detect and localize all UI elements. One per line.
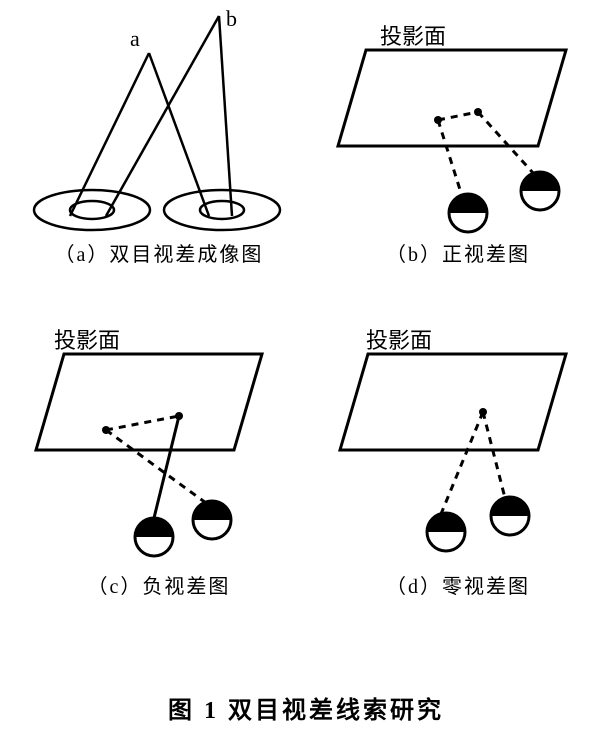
panel-b-caption: （b）正视差图	[318, 238, 598, 267]
svg-text:投影面: 投影面	[54, 328, 120, 353]
panel-c-svg: 投影面	[14, 322, 304, 570]
panel-a: ab （a）双目视差成像图	[14, 8, 304, 267]
svg-text:b: b	[226, 8, 237, 31]
panel-d-svg: 投影面	[318, 322, 598, 570]
panel-c: 投影面 （c）负视差图	[14, 322, 304, 599]
panel-a-svg: ab	[14, 8, 304, 238]
panel-c-caption: （c）负视差图	[14, 570, 304, 599]
figure-title: 图 1 双目视差线索研究	[0, 690, 612, 725]
svg-text:a: a	[130, 26, 140, 51]
panel-a-caption: （a）双目视差成像图	[14, 238, 304, 267]
panel-d: 投影面 （d）零视差图	[318, 322, 598, 599]
svg-text:投影面: 投影面	[366, 328, 432, 353]
svg-text:投影面: 投影面	[380, 24, 446, 49]
panel-b-svg: 投影面	[318, 18, 598, 238]
panel-d-caption: （d）零视差图	[318, 570, 598, 599]
panel-b: 投影面 （b）正视差图	[318, 18, 598, 267]
